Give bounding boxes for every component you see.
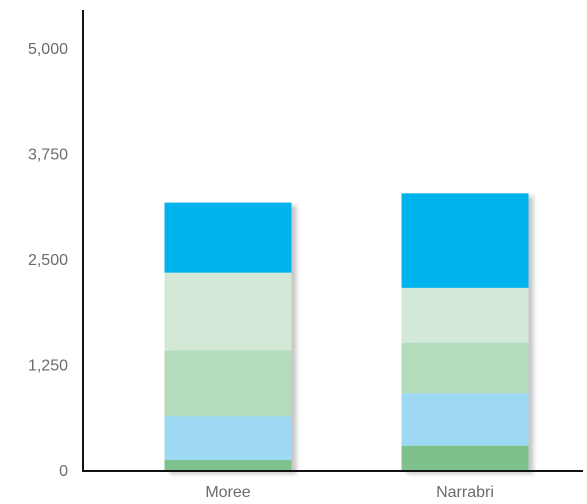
bar-segment: [164, 202, 292, 273]
bar-stack-narrabri: [401, 193, 529, 471]
bars-layer: [164, 193, 529, 471]
y-axis-ticks: 0 1,250 2,500 3,750 5,000: [28, 41, 68, 480]
bar-stack-moree: [164, 202, 292, 471]
bar-segment: [401, 193, 529, 288]
x-axis-ticks: Moree Narrabri: [205, 484, 494, 501]
x-tick-label: Narrabri: [436, 484, 494, 501]
bar-segment: [401, 393, 529, 446]
y-tick-label: 5,000: [28, 41, 68, 58]
bar-segment: [164, 416, 292, 461]
bar-segment: [401, 287, 529, 343]
y-tick-label: 0: [59, 463, 68, 480]
y-tick-label: 2,500: [28, 252, 68, 269]
bar-segment: [164, 350, 292, 417]
bar-segment: [164, 460, 292, 471]
bar-segment: [401, 342, 529, 394]
x-tick-label: Moree: [205, 484, 250, 501]
plot-area: 0 1,250 2,500 3,750 5,000 Moree Narrabri: [28, 10, 583, 501]
bar-segment: [164, 272, 292, 351]
y-tick-label: 1,250: [28, 358, 68, 375]
y-tick-label: 3,750: [28, 147, 68, 164]
bar-segment: [401, 445, 529, 471]
